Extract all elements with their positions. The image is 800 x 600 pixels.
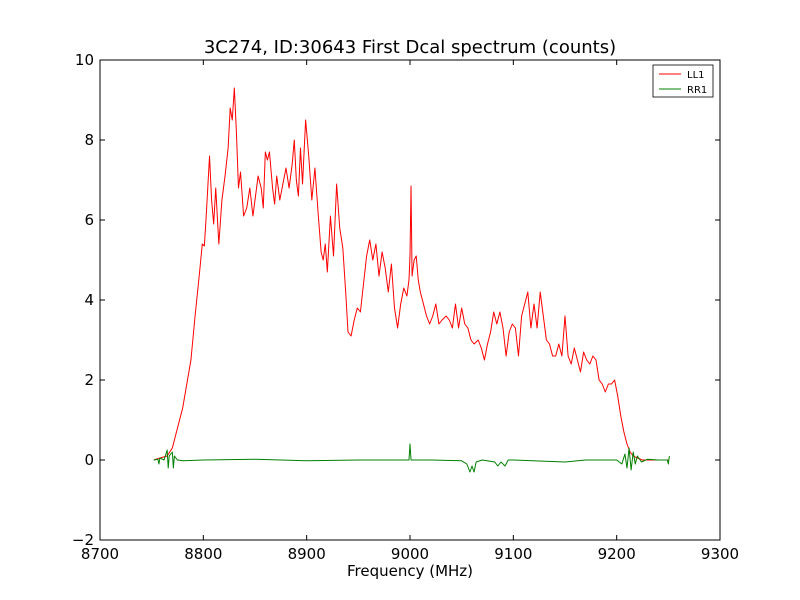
x-tick-label: 8800 (184, 545, 222, 563)
y-tick-label: 0 (84, 451, 94, 469)
series-line-ll1 (153, 87, 669, 461)
y-tick-label: −2 (72, 531, 94, 549)
y-tick-label: 2 (84, 371, 94, 389)
y-tick-label: 8 (84, 131, 94, 149)
y-tick-label: 6 (84, 211, 94, 229)
x-axis-label: Frequency (MHz) (347, 562, 473, 580)
x-tick-label: 9100 (494, 545, 532, 563)
x-tick-label: 8900 (288, 545, 326, 563)
legend-label-rr1: RR1 (687, 85, 707, 96)
x-axis: 8700 8800 8900 9000 9100 9200 9300 (81, 60, 739, 563)
x-tick-label: 9200 (598, 545, 636, 563)
chart-title: 3C274, ID:30643 First Dcal spectrum (cou… (204, 37, 616, 58)
x-tick-label: 8700 (81, 545, 119, 563)
y-tick-label: 10 (75, 51, 94, 69)
x-tick-label: 9000 (391, 545, 429, 563)
legend-label-ll1: LL1 (687, 70, 705, 81)
legend-box (652, 64, 714, 98)
y-axis: −2 0 2 4 6 8 10 (72, 51, 720, 549)
legend: LL1 RR1 (652, 64, 714, 98)
x-tick-label: 9300 (701, 545, 739, 563)
series-layer (153, 87, 670, 473)
y-tick-label: 4 (84, 291, 94, 309)
series-line-rr1 (153, 443, 670, 473)
